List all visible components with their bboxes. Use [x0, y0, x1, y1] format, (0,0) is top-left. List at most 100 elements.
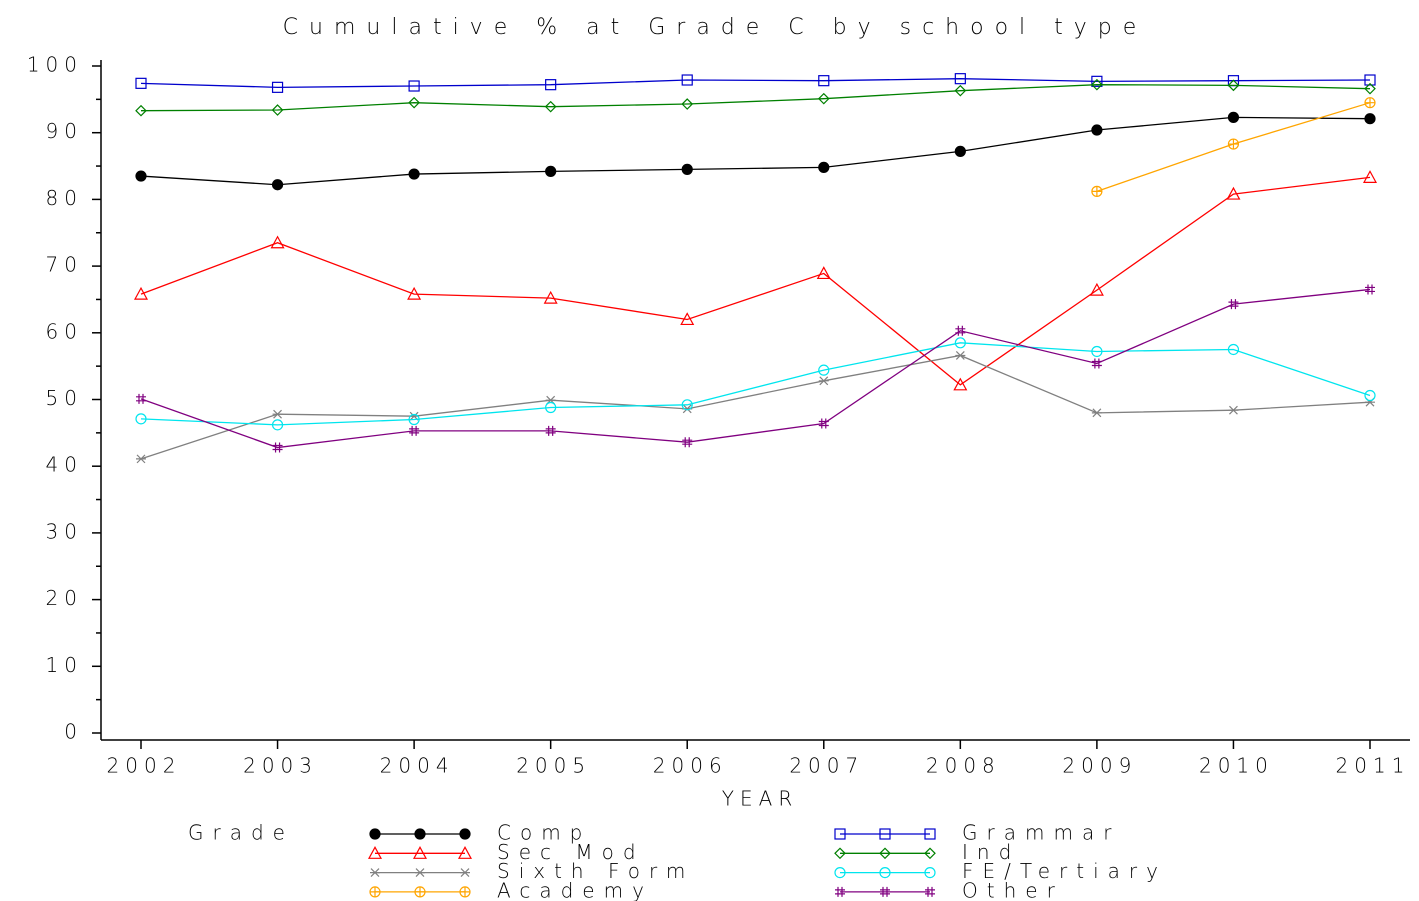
- legend-label: Academy: [497, 878, 653, 901]
- y-tick-label: 80: [46, 186, 83, 210]
- marker: [955, 325, 966, 336]
- x-tick-label: 2009: [1062, 754, 1137, 778]
- marker: [545, 401, 557, 414]
- marker: [1364, 113, 1376, 125]
- legend-label: Ind: [962, 840, 1020, 864]
- marker: [272, 442, 283, 453]
- y-tick-label: 20: [46, 586, 83, 610]
- marker: [133, 286, 149, 300]
- marker: [834, 866, 846, 879]
- series-line: [140, 84, 1371, 112]
- series-line: [140, 354, 1371, 460]
- marker: [954, 337, 966, 349]
- y-tick-label: 10: [46, 653, 83, 677]
- marker: [924, 847, 936, 860]
- marker: [1364, 97, 1376, 109]
- marker: [408, 168, 420, 180]
- marker: [415, 868, 425, 878]
- marker: [408, 96, 420, 109]
- marker: [818, 161, 830, 173]
- legend-label: Sec Mod: [497, 840, 645, 864]
- marker: [408, 80, 420, 92]
- x-tick-label: 2008: [926, 754, 1001, 778]
- marker: [369, 886, 381, 898]
- marker: [681, 74, 693, 86]
- marker: [414, 886, 426, 898]
- marker: [1091, 124, 1103, 136]
- marker: [1089, 282, 1104, 296]
- marker: [834, 847, 846, 860]
- legend-label: Grammar: [962, 821, 1120, 845]
- y-tick-label: 100: [27, 53, 83, 77]
- marker: [1364, 389, 1376, 402]
- marker: [1364, 82, 1376, 95]
- marker: [367, 846, 383, 859]
- x-axis-label: YEAR: [722, 787, 798, 811]
- y-tick-label: 30: [46, 519, 83, 543]
- marker: [1227, 343, 1240, 356]
- marker: [954, 73, 966, 85]
- marker: [1362, 170, 1378, 183]
- x-tick-label: 2006: [653, 754, 728, 778]
- marker: [835, 886, 845, 897]
- marker: [925, 886, 935, 897]
- series-line: [140, 116, 1371, 186]
- y-tick-label: 70: [46, 253, 83, 277]
- marker: [135, 170, 147, 182]
- marker: [545, 165, 557, 177]
- x-tick-label: 2007: [789, 754, 864, 778]
- marker: [680, 312, 695, 326]
- marker: [816, 266, 831, 280]
- marker: [414, 828, 426, 840]
- marker: [1091, 78, 1103, 91]
- marker: [271, 179, 284, 191]
- legend-title: Grade: [188, 821, 294, 845]
- legend-label: FE/Tertiary: [962, 859, 1167, 883]
- marker: [818, 75, 830, 87]
- marker: [1091, 185, 1103, 197]
- marker: [545, 425, 556, 436]
- legend-label: Comp: [497, 821, 591, 845]
- marker: [681, 399, 693, 411]
- x-tick-label: 2002: [107, 754, 182, 778]
- marker: [135, 104, 147, 117]
- marker: [1091, 408, 1102, 418]
- marker: [271, 104, 284, 116]
- marker: [135, 77, 147, 89]
- marker: [681, 163, 693, 175]
- marker: [879, 828, 891, 840]
- marker: [879, 847, 891, 860]
- x-tick-label: 2004: [380, 754, 455, 778]
- marker: [1364, 74, 1376, 86]
- marker: [412, 846, 428, 859]
- y-tick-label: 50: [46, 386, 83, 410]
- marker: [1228, 299, 1239, 310]
- series-line: [140, 342, 1371, 426]
- marker: [818, 418, 829, 429]
- marker: [544, 100, 557, 113]
- marker: [135, 413, 147, 425]
- marker: [370, 868, 380, 878]
- y-tick-label: 90: [46, 119, 83, 143]
- x-tick-label: 2005: [516, 754, 591, 778]
- marker: [272, 409, 283, 419]
- x-tick-label: 2011: [1336, 754, 1411, 778]
- marker: [271, 419, 284, 431]
- series-line: [140, 78, 1371, 88]
- marker: [1226, 186, 1241, 200]
- marker: [409, 425, 420, 436]
- marker: [459, 828, 471, 840]
- marker: [1091, 358, 1102, 369]
- legend-label: Other: [962, 878, 1064, 901]
- marker: [1091, 345, 1103, 358]
- x-tick-label: 2003: [243, 754, 318, 778]
- marker: [1228, 405, 1239, 415]
- legend-label: Sixth Form: [497, 859, 694, 883]
- marker: [818, 376, 829, 386]
- marker: [460, 868, 470, 878]
- marker: [270, 235, 285, 249]
- marker: [880, 886, 890, 897]
- marker: [681, 98, 694, 110]
- marker: [1091, 75, 1103, 87]
- y-tick-label: 60: [46, 319, 83, 343]
